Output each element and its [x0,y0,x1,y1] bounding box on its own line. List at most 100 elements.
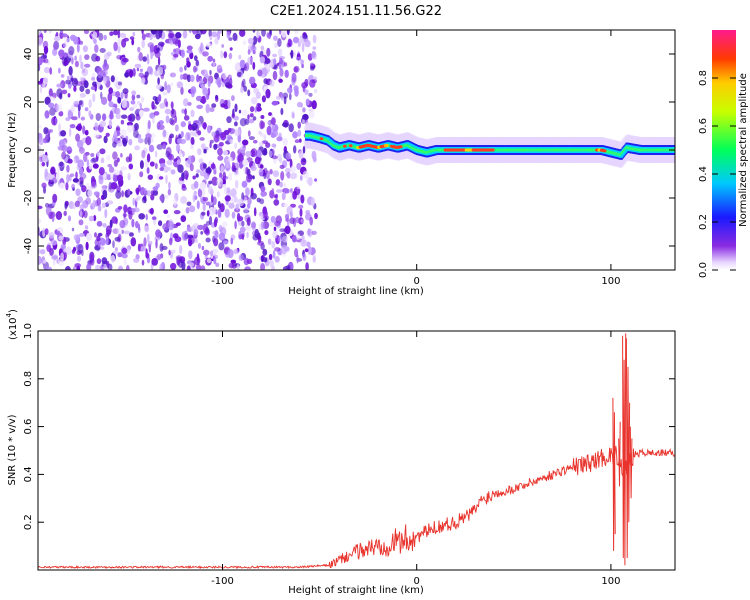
noise-blob [177,39,181,49]
noise-blob [228,262,235,269]
noise-blob [105,225,112,235]
noise-blob [141,30,144,35]
noise-blob [237,198,245,207]
noise-blob [304,39,311,48]
noise-blob [276,189,283,193]
noise-blob [59,182,65,189]
noise-blob [162,223,169,231]
noise-blob [286,30,290,36]
noise-blob [186,49,193,54]
noise-blob [250,165,257,171]
noise-blob [129,36,135,40]
noise-blob [93,38,97,45]
noise-blob [131,218,135,228]
noise-blob [136,94,141,99]
noise-blob [134,122,139,131]
noise-blob [209,36,213,41]
noise-blob [293,85,299,92]
noise-blob [112,30,119,36]
noise-blob [259,56,266,64]
noise-blob [108,166,115,174]
noise-blob [206,258,212,264]
noise-blob [274,247,281,252]
noise-blob [67,215,72,222]
noise-blob [121,253,128,259]
noise-blob [283,203,288,208]
noise-blob [141,196,147,204]
noise-blob [252,50,256,55]
noise-blob [99,48,106,53]
noise-blob [150,190,155,195]
noise-blob [154,150,158,158]
noise-blob [232,162,235,167]
noise-blob [137,138,144,144]
noise-blob [235,179,239,189]
noise-blob [70,104,75,113]
noise-blob [159,167,165,171]
noise-blob [92,81,97,87]
noise-blob [312,255,316,263]
noise-blob [53,43,58,51]
noise-blob [201,211,206,216]
noise-blob [188,250,193,260]
noise-blob [268,112,272,116]
noise-blob [189,52,194,60]
noise-blob [193,228,199,236]
noise-blob [58,122,61,133]
noise-blob [304,78,309,87]
noise-blob [284,225,291,235]
noise-blob [106,51,112,57]
noise-blob [156,253,162,260]
noise-blob [67,75,70,80]
noise-blob [116,127,120,131]
noise-blob [120,119,125,125]
noise-blob [92,93,96,103]
noise-blob [301,235,305,240]
noise-blob [307,53,313,61]
noise-blob [93,191,100,196]
noise-blob [189,131,197,136]
noise-blob [311,50,316,59]
noise-blob [222,72,228,80]
spectrogram-xtick-label: -100 [211,276,234,287]
noise-blob [95,55,101,62]
noise-blob [260,45,265,51]
noise-blob [309,216,314,226]
noise-blob [239,146,246,154]
noise-blob [125,264,130,270]
noise-blob [48,102,55,109]
noise-blob [151,258,158,266]
noise-blob [84,225,89,230]
noise-blob [314,89,318,93]
noise-blob [284,69,289,78]
noise-blob [99,238,106,246]
noise-blob [178,149,182,158]
noise-blob [311,150,317,160]
noise-blob [43,58,49,64]
noise-blob [38,36,43,47]
noise-blob [279,30,282,35]
noise-blob [168,237,173,246]
snr-line [38,445,675,570]
noise-blob [260,190,265,198]
noise-blob [120,128,127,139]
noise-blob [146,53,149,61]
noise-blob [208,186,214,195]
noise-blob [76,255,82,262]
noise-blob [218,242,225,251]
noise-blob [69,124,76,129]
noise-blob [193,65,197,73]
noise-blob [91,72,96,78]
noise-blob [123,258,128,266]
noise-blob [234,128,241,137]
noise-blob [186,61,191,68]
noise-blob [162,64,167,71]
noise-blob [192,30,196,35]
noise-blob [310,66,315,71]
noise-blob [50,166,56,175]
noise-blob [197,148,202,156]
noise-blob [275,95,281,100]
noise-blob [170,82,173,87]
noise-blob [87,189,93,197]
noise-blob [166,84,171,94]
